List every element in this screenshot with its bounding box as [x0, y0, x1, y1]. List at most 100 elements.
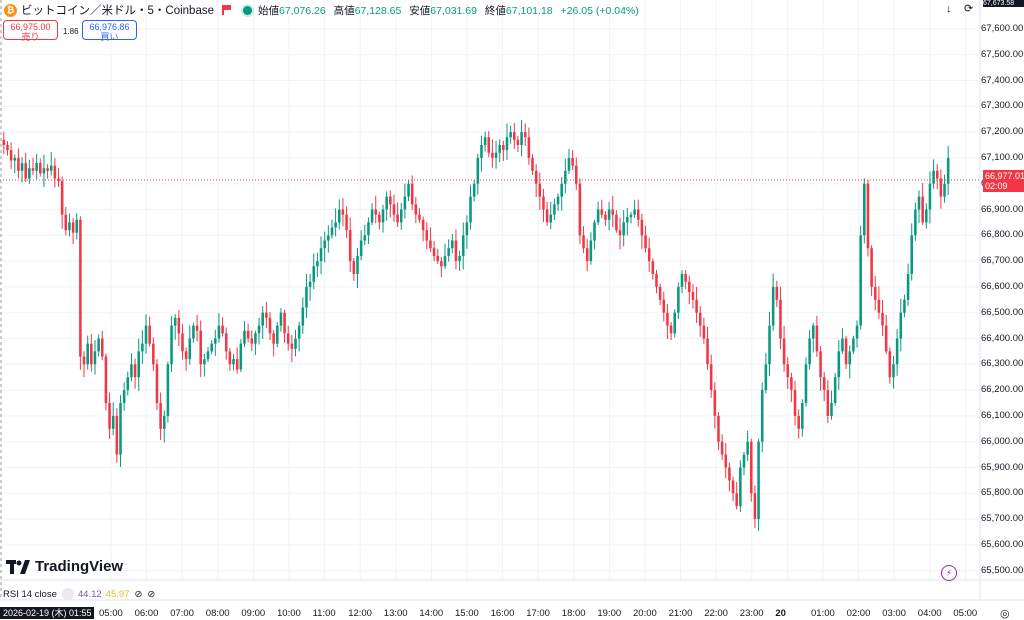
candle-body: [392, 204, 396, 215]
candle-body: [844, 338, 848, 365]
candle-body: [6, 145, 9, 151]
candle-body: [629, 214, 633, 218]
candle-body: [859, 235, 862, 326]
candle-body: [943, 183, 946, 197]
time-tick-label: 05:00: [953, 608, 978, 619]
refresh-icon[interactable]: ⟳: [964, 3, 974, 15]
candle-body: [407, 183, 410, 197]
time-tick-label: 05:00: [99, 608, 123, 619]
price-tick-label: 67,100.00: [981, 151, 1024, 163]
candle-body: [622, 222, 625, 236]
candle-body: [9, 150, 13, 161]
candle-body: [702, 325, 706, 339]
candle-body: [79, 219, 82, 357]
candle-body: [20, 163, 24, 171]
candle-body: [815, 325, 819, 352]
candle-body: [337, 209, 341, 223]
candle-body: [100, 338, 104, 357]
candle-body: [60, 181, 64, 215]
candle-body: [939, 178, 943, 197]
candle-body: [195, 325, 199, 331]
candle-body: [385, 196, 388, 210]
candle-body: [206, 351, 210, 360]
candle-body: [268, 317, 272, 334]
candle-body: [389, 196, 392, 205]
candle-body: [509, 132, 512, 138]
candle-body: [669, 325, 673, 334]
candle-body: [764, 364, 768, 391]
candle-body: [162, 415, 166, 429]
time-tick-label: 19:00: [597, 608, 622, 619]
price-tick-label: 65,700.00: [981, 513, 1024, 525]
price-tick-label: 67,300.00: [981, 100, 1024, 112]
buy-button[interactable]: 66,976.86 買い: [82, 20, 137, 42]
candle-body: [188, 338, 192, 360]
candle-body: [243, 330, 246, 344]
candle-body: [793, 390, 797, 416]
symbol-title[interactable]: ビットコイン／米ドル・5・Coinbase: [21, 5, 214, 17]
price-tick-label: 67,200.00: [981, 126, 1024, 138]
candle-body: [808, 338, 811, 365]
settings-icon[interactable]: ◎: [1000, 608, 1010, 620]
candle-body: [367, 222, 370, 236]
candle-body: [585, 248, 589, 262]
candle-body: [348, 230, 352, 262]
price-tick-label: 67,600.00: [981, 22, 1024, 34]
candle-body: [214, 338, 217, 344]
candle-body: [928, 183, 932, 210]
flag-icon[interactable]: [221, 5, 231, 15]
candle-body: [228, 351, 232, 365]
candle-body: [239, 343, 243, 370]
time-tick-label: 01:00: [811, 608, 835, 619]
candle-body: [217, 325, 221, 339]
arrow-down-icon[interactable]: ↓: [946, 3, 952, 15]
candle-body: [454, 240, 458, 262]
candle-body: [932, 170, 935, 184]
price-tick-label: 65,500.00: [981, 564, 1024, 576]
candle-body: [53, 165, 57, 179]
hide-icon[interactable]: ⊘: [134, 588, 143, 600]
candle-body: [421, 219, 425, 231]
candle-body: [130, 364, 133, 378]
rsi-legend[interactable]: RSI 14 close 44.12 45.97 ⊘ ⊘: [3, 588, 155, 600]
lightning-icon[interactable]: ⚡: [941, 565, 957, 581]
candle-body: [870, 248, 873, 287]
candle-body: [265, 312, 268, 318]
candle-body: [910, 235, 913, 274]
time-tick-label: 20: [775, 608, 786, 619]
candle-body: [330, 227, 334, 236]
candle-body: [884, 325, 888, 352]
candle-body: [640, 219, 644, 236]
countdown: 02:09: [985, 181, 1008, 191]
time-tick-label: 06:00: [134, 608, 159, 619]
candle-body: [461, 235, 465, 256]
rsi-value: 44.12: [77, 588, 102, 600]
candle-body: [254, 333, 257, 344]
candle-body: [71, 222, 75, 233]
disable-icon[interactable]: ⊘: [147, 588, 156, 600]
sell-button[interactable]: 66,975.00 売り: [3, 20, 58, 42]
candle-body: [618, 230, 622, 236]
candle-body: [655, 274, 658, 287]
candle-body: [137, 351, 141, 378]
candle-body: [946, 157, 950, 184]
candle-body: [494, 152, 498, 158]
candle-body: [717, 415, 720, 442]
tradingview-logo[interactable]: TradingView: [6, 558, 123, 575]
price-tick-label: 66,700.00: [981, 255, 1024, 267]
candle-body: [768, 325, 771, 365]
rsi-source-icon[interactable]: [61, 588, 74, 600]
candle-body: [677, 286, 680, 313]
candle-body: [775, 286, 779, 300]
candle-body: [301, 307, 305, 326]
candle-body: [396, 214, 399, 223]
candle-body: [115, 415, 119, 455]
time-tick-label: 09:00: [241, 608, 266, 619]
time-tick-label: 12:00: [348, 608, 372, 619]
candle-body: [469, 196, 472, 223]
candle-body: [523, 132, 527, 138]
candle-body: [688, 281, 691, 293]
candle-body: [527, 137, 531, 158]
market-status-icon: [240, 3, 254, 17]
